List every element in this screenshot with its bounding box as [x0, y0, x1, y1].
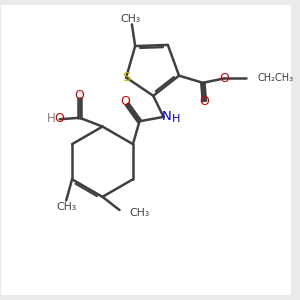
- Text: H: H: [172, 114, 180, 124]
- Text: CH₃: CH₃: [56, 202, 76, 212]
- Text: S: S: [122, 71, 130, 84]
- Text: H: H: [47, 112, 56, 125]
- Text: CH₃: CH₃: [120, 14, 140, 24]
- Text: O: O: [54, 112, 64, 125]
- Text: O: O: [121, 95, 130, 109]
- FancyBboxPatch shape: [2, 5, 291, 295]
- Text: CH₃: CH₃: [130, 208, 150, 218]
- Text: N: N: [162, 110, 172, 123]
- Text: O: O: [219, 72, 229, 85]
- Text: O: O: [200, 95, 209, 108]
- Text: O: O: [75, 89, 85, 102]
- Text: CH₂CH₃: CH₂CH₃: [257, 73, 293, 82]
